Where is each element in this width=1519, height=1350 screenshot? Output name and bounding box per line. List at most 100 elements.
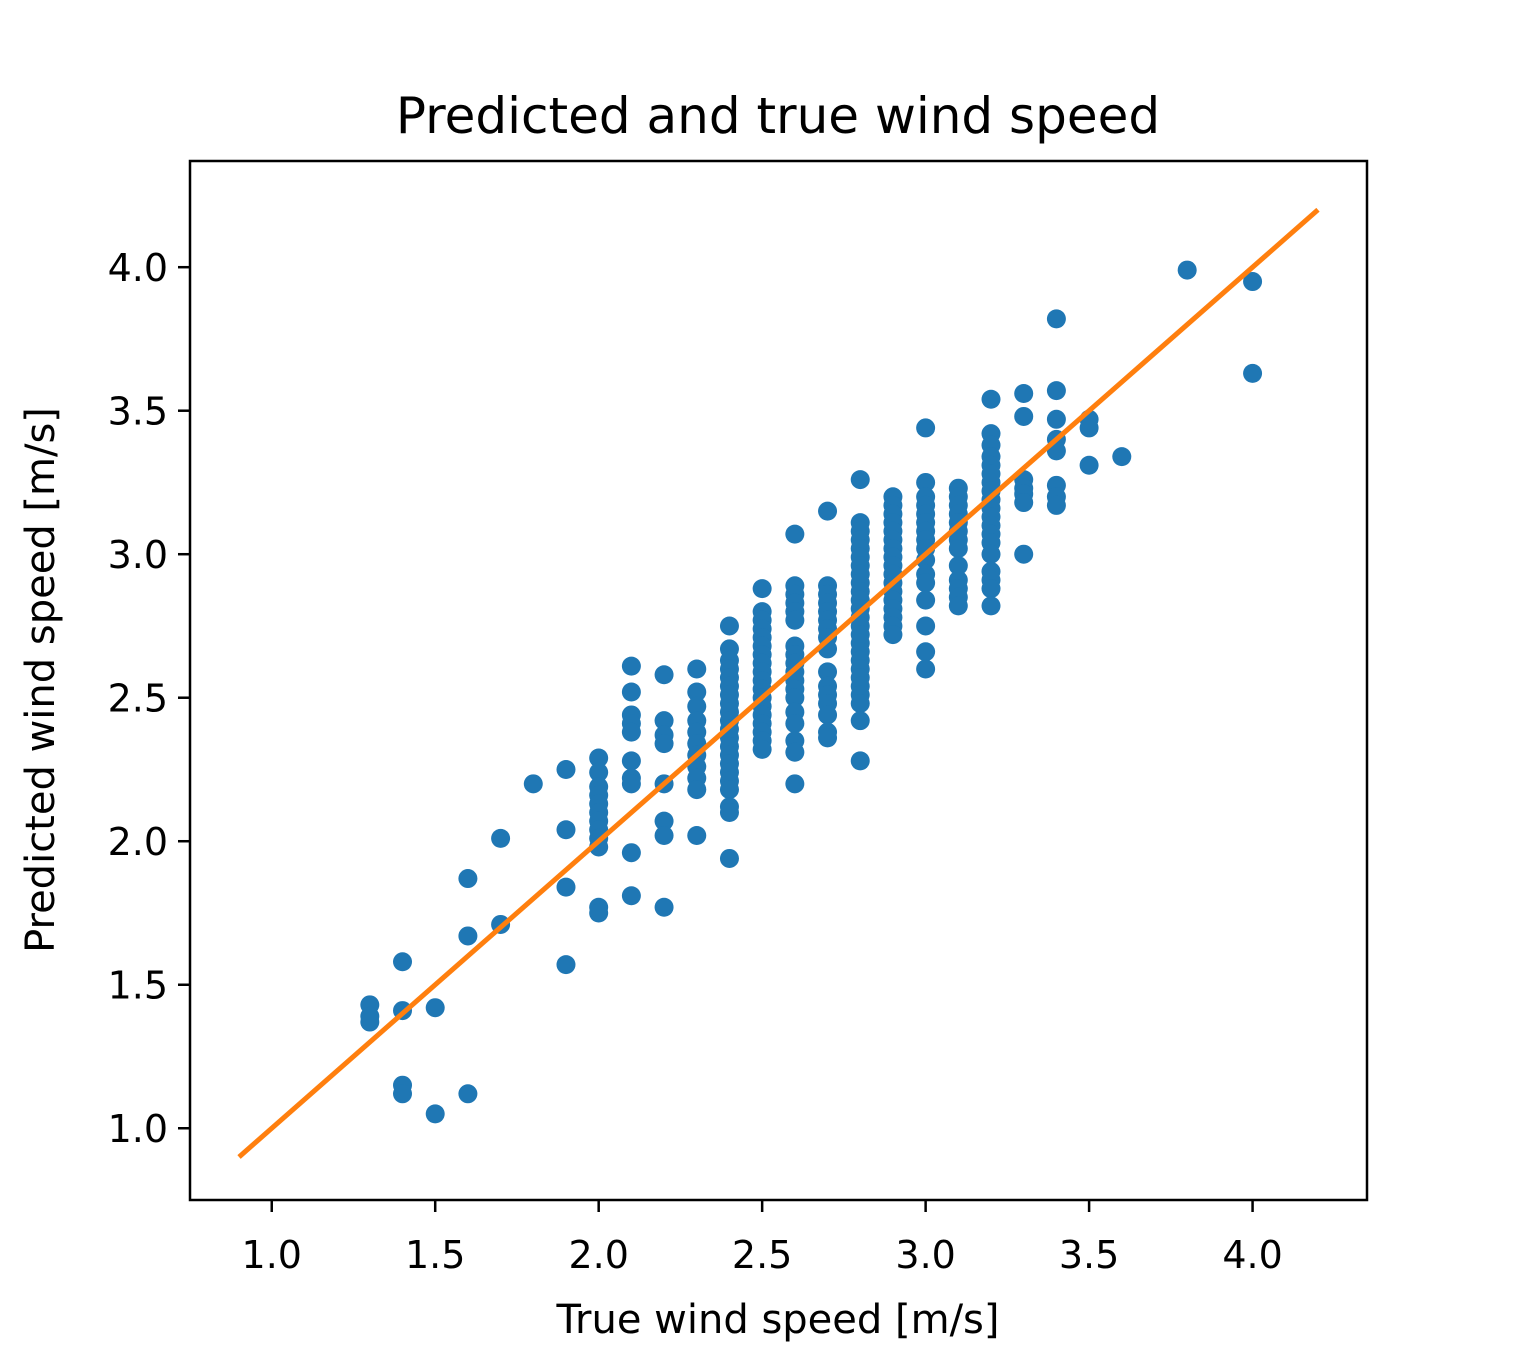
data-point-98 — [752, 739, 772, 759]
x-tick-label-6: 4.0 — [1222, 1233, 1282, 1277]
data-point-19 — [589, 748, 609, 768]
x-axis-label: True wind speed [m/s] — [555, 1297, 999, 1343]
data-point-190 — [916, 659, 936, 679]
data-point-36 — [621, 751, 641, 771]
data-point-104 — [785, 610, 805, 630]
data-point-232 — [1046, 409, 1066, 429]
data-point-242 — [1177, 260, 1197, 280]
data-point-186 — [916, 573, 936, 593]
data-point-30 — [589, 903, 609, 923]
data-point-12 — [491, 828, 511, 848]
data-point-51 — [687, 696, 707, 716]
data-point-6 — [393, 1084, 413, 1104]
fit-line — [237, 207, 1320, 1159]
data-point-243 — [1243, 272, 1263, 292]
data-point-3 — [393, 952, 413, 972]
data-point-222 — [981, 596, 1001, 616]
data-point-59 — [687, 825, 707, 845]
data-point-133 — [850, 470, 870, 490]
y-tick-label-1: 1.5 — [108, 964, 168, 1008]
data-point-237 — [1046, 495, 1066, 515]
x-tick-label-4: 3.0 — [895, 1233, 955, 1277]
plot-area — [360, 260, 1263, 1124]
y-axis-label: Predicted wind speed [m/s] — [18, 407, 64, 953]
data-point-47 — [654, 825, 674, 845]
data-point-117 — [818, 501, 838, 521]
y-tick-label-4: 3.0 — [108, 533, 168, 577]
data-point-113 — [785, 714, 805, 734]
data-point-17 — [556, 877, 576, 897]
data-point-39 — [621, 843, 641, 863]
data-point-77 — [719, 780, 739, 800]
data-point-187 — [916, 590, 936, 610]
data-point-7 — [425, 998, 445, 1018]
y-tick-label-3: 2.5 — [108, 677, 168, 721]
data-point-60 — [719, 616, 739, 636]
data-point-99 — [785, 524, 805, 544]
data-point-58 — [687, 780, 707, 800]
data-point-174 — [883, 625, 903, 645]
data-point-81 — [752, 579, 772, 599]
x-tick-label-1: 1.5 — [405, 1233, 465, 1277]
data-point-48 — [654, 897, 674, 917]
data-point-188 — [916, 616, 936, 636]
data-point-199 — [948, 556, 968, 576]
data-point-80 — [719, 848, 739, 868]
y-tick-label-6: 4.0 — [108, 246, 168, 290]
data-point-126 — [818, 662, 838, 682]
x-tick-label-0: 1.0 — [242, 1233, 302, 1277]
data-point-230 — [1046, 309, 1066, 329]
y-tick-label-0: 1.0 — [108, 1107, 168, 1151]
data-point-176 — [916, 472, 936, 492]
data-point-239 — [1079, 418, 1099, 438]
data-point-79 — [719, 803, 739, 823]
y-tick-label-2: 2.0 — [108, 820, 168, 864]
data-point-115 — [785, 742, 805, 762]
data-point-224 — [1014, 406, 1034, 426]
x-tick-label-3: 2.5 — [732, 1233, 792, 1277]
data-point-35 — [621, 722, 641, 742]
data-point-15 — [556, 759, 576, 779]
data-point-49 — [687, 659, 707, 679]
data-point-10 — [458, 926, 478, 946]
data-point-155 — [850, 693, 870, 713]
data-point-38 — [621, 774, 641, 794]
y-axis-ticks: 1.0 1.5 2.0 2.5 3.0 3.5 4.0 — [108, 246, 190, 1151]
data-point-204 — [981, 389, 1001, 409]
data-point-156 — [850, 711, 870, 731]
chart-title: Predicted and true wind speed — [396, 87, 1160, 145]
data-point-231 — [1046, 381, 1066, 401]
data-point-40 — [621, 886, 641, 906]
data-point-111 — [785, 688, 805, 708]
data-point-130 — [818, 705, 838, 725]
data-point-18 — [556, 955, 576, 975]
data-point-42 — [654, 711, 674, 731]
fit-line-layer — [237, 207, 1320, 1159]
data-point-221 — [981, 579, 1001, 599]
axes-frame — [188, 159, 1369, 1202]
data-point-218 — [981, 544, 1001, 564]
data-point-41 — [654, 665, 674, 685]
data-point-2 — [360, 1012, 380, 1032]
data-point-20 — [589, 762, 609, 782]
data-point-189 — [916, 642, 936, 662]
data-point-32 — [621, 682, 641, 702]
data-point-240 — [1079, 455, 1099, 475]
data-point-175 — [916, 418, 936, 438]
data-point-244 — [1243, 363, 1263, 383]
data-point-228 — [1014, 493, 1034, 513]
data-point-198 — [948, 538, 968, 558]
x-tick-label-2: 2.0 — [568, 1233, 628, 1277]
data-point-157 — [850, 751, 870, 771]
data-point-223 — [1014, 383, 1034, 403]
data-point-229 — [1014, 544, 1034, 564]
x-axis-ticks: 1.0 1.5 2.0 2.5 3.0 3.5 4.0 — [242, 1200, 1283, 1277]
data-point-9 — [458, 869, 478, 889]
data-point-11 — [458, 1084, 478, 1104]
data-point-31 — [621, 656, 641, 676]
data-point-16 — [556, 820, 576, 840]
y-tick-label-5: 3.5 — [108, 390, 168, 434]
data-point-14 — [523, 774, 543, 794]
data-point-46 — [654, 811, 674, 831]
